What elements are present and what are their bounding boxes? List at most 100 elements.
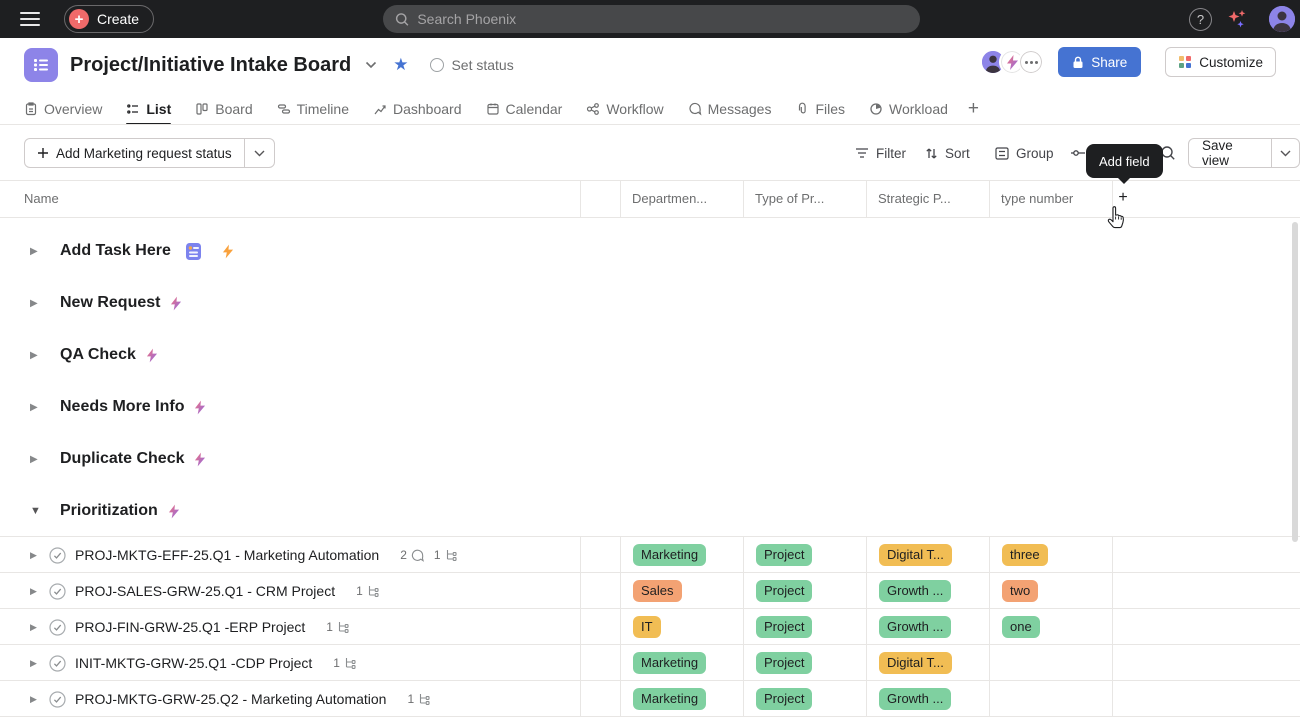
tab-calendar[interactable]: Calendar	[486, 92, 562, 125]
table-row[interactable]: ▶ PROJ-MKTG-EFF-25.Q1 - Marketing Automa…	[0, 536, 1300, 572]
favorite-star-icon[interactable]: ★	[393, 55, 409, 74]
more-members-button[interactable]	[1018, 49, 1045, 75]
collapse-triangle-icon[interactable]: ▶	[30, 349, 38, 361]
section-qa-check[interactable]: ▶ QA Check	[0, 329, 158, 381]
column-header-number[interactable]: type number	[1001, 191, 1074, 206]
automation-bolt-icon[interactable]	[194, 400, 206, 415]
complete-check-icon[interactable]	[49, 618, 66, 636]
create-button[interactable]: + Create	[64, 5, 155, 33]
collapse-triangle-icon[interactable]: ▶	[30, 245, 38, 257]
add-status-dropdown[interactable]	[243, 139, 274, 167]
column-header-type[interactable]: Type of Pr...	[755, 191, 825, 206]
column-header-strategic[interactable]: Strategic P...	[878, 191, 951, 206]
save-view-dropdown[interactable]	[1271, 139, 1299, 167]
department-chip[interactable]: Marketing	[633, 652, 707, 674]
user-avatar[interactable]	[1269, 6, 1295, 32]
section-prioritization[interactable]: ▼ Prioritization	[0, 485, 180, 537]
hamburger-menu-icon[interactable]	[20, 12, 40, 26]
subtask-tree-icon	[338, 622, 349, 633]
complete-check-icon[interactable]	[49, 582, 66, 600]
type-chip[interactable]: Project	[756, 652, 813, 674]
group-button[interactable]: Group	[995, 138, 1054, 168]
add-tab-button[interactable]: +	[967, 97, 980, 119]
automation-bolt-icon[interactable]	[146, 348, 158, 363]
tab-files[interactable]: Files	[795, 92, 845, 125]
section-duplicate-check[interactable]: ▶ Duplicate Check	[0, 433, 206, 485]
table-row[interactable]: ▶ PROJ-FIN-GRW-25.Q1 -ERP Project 1 IT P…	[0, 608, 1300, 644]
table-row[interactable]: ▶ INIT-MKTG-GRW-25.Q1 -CDP Project 1 Mar…	[0, 644, 1300, 680]
expand-subtasks-icon[interactable]: ▶	[30, 549, 37, 560]
number-chip[interactable]: two	[1002, 580, 1039, 602]
tab-workload[interactable]: Workload	[869, 92, 948, 125]
column-header-name[interactable]: Name	[24, 191, 59, 206]
set-status-button[interactable]: Set status	[430, 57, 514, 73]
type-chip[interactable]: Project	[756, 544, 813, 566]
task-name[interactable]: PROJ-MKTG-GRW-25.Q2 - Marketing Automati…	[75, 691, 387, 707]
section-new-request[interactable]: ▶ New Request	[0, 277, 182, 329]
task-name[interactable]: PROJ-MKTG-EFF-25.Q1 - Marketing Automati…	[75, 547, 380, 563]
number-chip[interactable]: three	[1002, 544, 1048, 566]
field-options-button[interactable]	[1070, 138, 1086, 168]
task-name[interactable]: INIT-MKTG-GRW-25.Q1 -CDP Project	[75, 655, 313, 671]
type-chip[interactable]: Project	[756, 616, 813, 638]
ai-sparkles-icon[interactable]	[1226, 9, 1248, 34]
department-chip[interactable]: IT	[633, 616, 661, 638]
help-button[interactable]: ?	[1189, 8, 1212, 31]
strategic-chip[interactable]: Digital T...	[879, 652, 952, 674]
sort-button[interactable]: Sort	[925, 138, 970, 168]
complete-check-icon[interactable]	[49, 690, 66, 708]
complete-check-icon[interactable]	[49, 654, 66, 672]
type-chip[interactable]: Project	[756, 688, 813, 710]
column-header-department[interactable]: Departmen...	[632, 191, 708, 206]
strategic-chip[interactable]: Growth ...	[879, 616, 952, 638]
add-status-split-button[interactable]: Add Marketing request status	[24, 138, 275, 168]
number-chip[interactable]: one	[1002, 616, 1040, 638]
global-search[interactable]	[383, 5, 920, 33]
customize-button[interactable]: Customize	[1165, 47, 1276, 77]
table-row[interactable]: ▶ PROJ-SALES-GRW-25.Q1 - CRM Project 1 S…	[0, 572, 1300, 608]
automation-bolt-icon[interactable]	[168, 504, 180, 519]
tab-overview[interactable]: Overview	[24, 92, 102, 125]
tab-messages[interactable]: Messages	[688, 92, 771, 125]
search-input[interactable]	[417, 11, 908, 27]
strategic-chip[interactable]: Growth ...	[879, 688, 952, 710]
expand-subtasks-icon[interactable]: ▶	[30, 621, 37, 632]
title-chevron-down-icon[interactable]	[365, 61, 377, 69]
filter-icon	[856, 148, 868, 158]
department-chip[interactable]: Marketing	[633, 544, 707, 566]
type-chip[interactable]: Project	[756, 580, 813, 602]
add-field-button[interactable]: +	[1118, 189, 1128, 206]
table-row[interactable]: ▶ PROJ-MKTG-GRW-25.Q2 - Marketing Automa…	[0, 680, 1300, 716]
strategic-chip[interactable]: Digital T...	[879, 544, 952, 566]
vertical-scrollbar[interactable]	[1292, 222, 1298, 542]
tab-timeline[interactable]: Timeline	[277, 92, 349, 125]
share-button[interactable]: Share	[1058, 47, 1142, 77]
collapse-triangle-icon[interactable]: ▶	[30, 401, 38, 413]
expand-subtasks-icon[interactable]: ▶	[30, 585, 37, 596]
tab-dashboard[interactable]: Dashboard	[373, 92, 462, 125]
section-needs-more-info[interactable]: ▶ Needs More Info	[0, 381, 206, 433]
collapse-triangle-icon[interactable]: ▶	[30, 453, 38, 465]
department-chip[interactable]: Sales	[633, 580, 682, 602]
expand-subtasks-icon[interactable]: ▶	[30, 693, 37, 704]
save-view-split-button[interactable]: Save view	[1188, 138, 1300, 168]
complete-check-icon[interactable]	[49, 546, 66, 564]
collapse-triangle-icon[interactable]: ▶	[30, 297, 38, 309]
automation-bolt-icon[interactable]	[222, 244, 234, 259]
expand-triangle-icon[interactable]: ▼	[30, 505, 41, 517]
task-name[interactable]: PROJ-FIN-GRW-25.Q1 -ERP Project	[75, 619, 306, 635]
expand-subtasks-icon[interactable]: ▶	[30, 657, 37, 668]
tab-workflow[interactable]: Workflow	[586, 92, 664, 125]
section-add-task-here[interactable]: ▶ Add Task Here	[0, 225, 234, 277]
tab-list[interactable]: List	[126, 92, 171, 125]
form-template-icon[interactable]	[185, 242, 202, 261]
filter-button[interactable]: Filter	[855, 138, 906, 168]
list-toolbar: Add Marketing request status Filter Sort…	[0, 125, 1300, 181]
task-name[interactable]: PROJ-SALES-GRW-25.Q1 - CRM Project	[75, 583, 336, 599]
strategic-chip[interactable]: Growth ...	[879, 580, 952, 602]
department-chip[interactable]: Marketing	[633, 688, 707, 710]
automation-bolt-icon[interactable]	[170, 296, 182, 311]
project-icon[interactable]	[24, 48, 58, 82]
automation-bolt-icon[interactable]	[194, 452, 206, 467]
tab-board[interactable]: Board	[195, 92, 253, 125]
